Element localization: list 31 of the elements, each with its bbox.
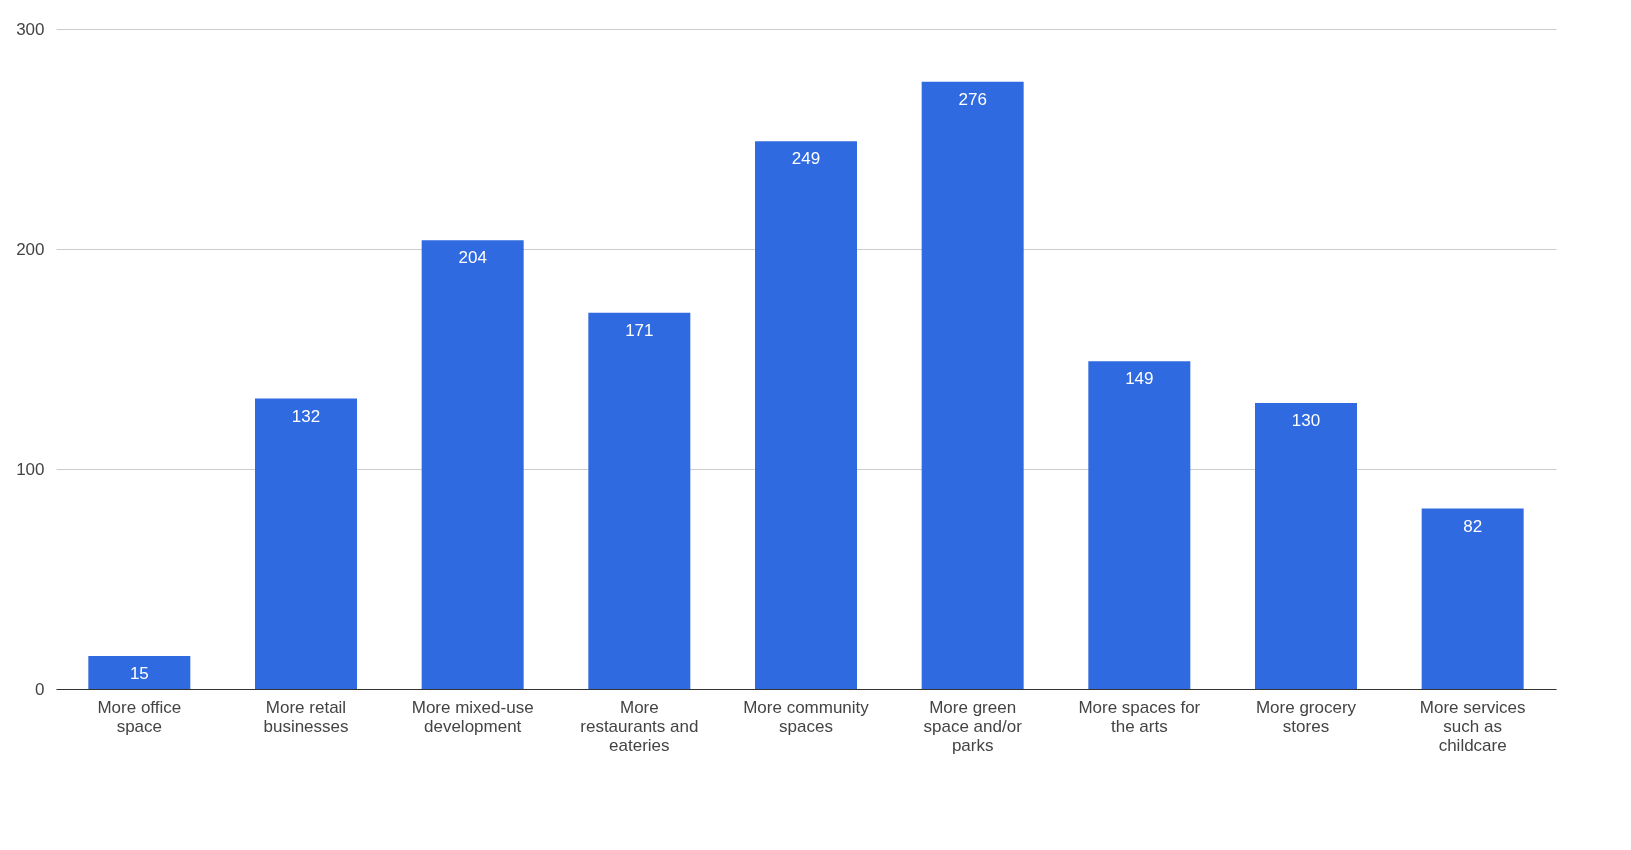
bar	[755, 141, 857, 689]
x-tick-label: More green space and/or parks	[923, 697, 1023, 755]
y-tick-label: 200	[16, 239, 45, 259]
bar	[921, 81, 1024, 689]
x-tick-label: More retail businesses	[263, 697, 349, 736]
bar	[255, 398, 357, 689]
bar	[1255, 403, 1357, 689]
bar	[421, 240, 524, 689]
x-tick-label: More spaces for the arts	[1078, 697, 1201, 736]
data-label: 249	[791, 149, 821, 169]
bar	[88, 656, 191, 689]
y-tick-label: 0	[35, 679, 45, 699]
bar	[588, 312, 691, 689]
x-tick-label: More services such as childcare	[1419, 697, 1526, 755]
x-tick-label: More restaurants and eateries	[580, 697, 699, 755]
data-label: 82	[1463, 516, 1483, 536]
data-label: 204	[458, 248, 487, 268]
data-label: 276	[958, 89, 987, 109]
x-tick-label: More grocery stores	[1255, 697, 1357, 736]
data-label: 130	[1291, 411, 1321, 430]
y-tick-label: 100	[16, 459, 45, 479]
data-label: 149	[1125, 369, 1154, 389]
x-tick-label: More community spaces	[743, 697, 870, 736]
bar	[1088, 361, 1191, 689]
y-tick-label: 300	[16, 19, 45, 39]
data-label: 171	[625, 320, 654, 340]
data-label: 132	[291, 406, 321, 426]
bar	[1421, 508, 1524, 689]
data-label: 15	[129, 664, 149, 683]
x-tick-label: More mixed-use development	[411, 697, 534, 736]
x-tick-label: More office space	[97, 697, 182, 736]
